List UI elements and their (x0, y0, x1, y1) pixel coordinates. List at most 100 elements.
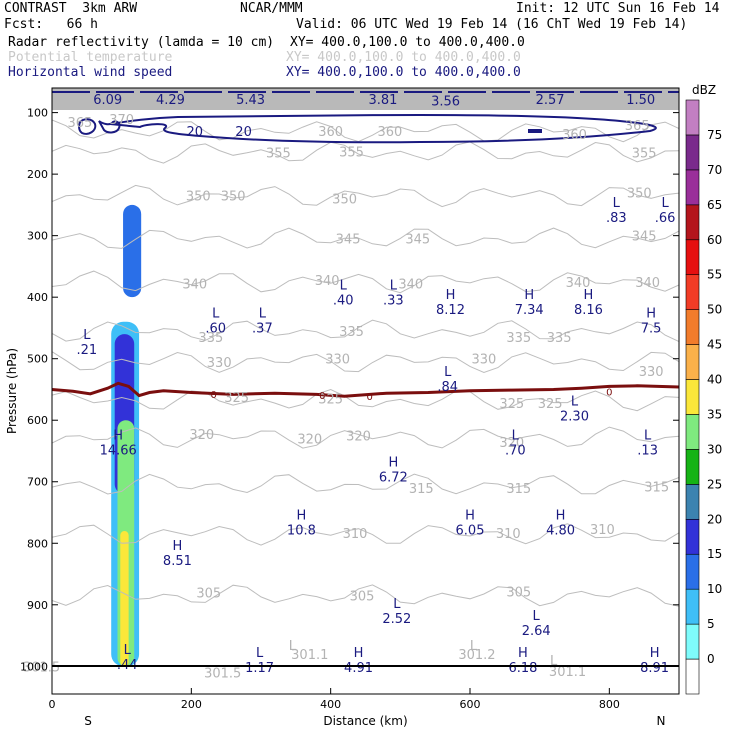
x-tick-label: 400 (320, 698, 341, 711)
colorbar-swatch (685, 518, 700, 555)
theta-label: 310 (496, 527, 521, 542)
y-tick-label: 400 (27, 291, 48, 304)
wind-contours (52, 88, 679, 144)
freezing-level-label: 0 (319, 391, 325, 402)
theta-contour-350 (52, 184, 679, 208)
wind-extremum-value: .84 (437, 380, 458, 395)
wind-extremum-value: 10.8 (287, 523, 316, 538)
init-time: Init: 12 UTC Sun 16 Feb 14 (516, 1, 720, 16)
colorbar-swatch (685, 379, 700, 415)
wind-extremum-value: 7.5 (641, 322, 662, 337)
y-axis-label: Pressure (hPa) (5, 348, 19, 434)
theta-label: 350 (186, 190, 211, 205)
theta-label: 350 (627, 187, 652, 202)
wind-extremum-value: .83 (606, 211, 627, 226)
colorbar-swatch (685, 449, 700, 485)
colorbar-label: 25 (707, 477, 722, 491)
theta-label: 305 (506, 585, 531, 600)
theta-label: 301.1 (291, 648, 328, 663)
theta-label: 335 (198, 331, 223, 346)
wind-extremum-value: .70 (505, 443, 526, 458)
wind-extremum-type: L (124, 643, 132, 658)
colorbar-label: 30 (707, 442, 722, 456)
wind-extremum-value: 8.91 (640, 661, 669, 676)
freezing-level-line (51, 381, 680, 398)
colorbar-label: 40 (707, 373, 722, 387)
y-tick-label: 100 (27, 107, 48, 120)
colorbar-swatch (685, 344, 700, 380)
colorbar-swatch (685, 588, 700, 625)
wind-extremum-type: H (173, 539, 183, 554)
theta-label: 335 (506, 331, 531, 346)
theta-label: 320 (189, 428, 214, 443)
colorbar-label: 75 (707, 128, 722, 142)
colorbar-swatch (685, 414, 700, 450)
colorbar-label: 5 (707, 617, 715, 631)
theta-contour-335 (52, 319, 679, 342)
upper-level-theta-band (52, 88, 679, 110)
theta-label: 355 (632, 147, 657, 162)
wind-extremum-value: 6.72 (379, 470, 408, 485)
wind-extremum-type: L (340, 278, 348, 293)
theta-label: 310 (590, 523, 615, 538)
x-tick-label: 600 (460, 698, 481, 711)
theta-label: 315 (506, 482, 531, 497)
colorbar-swatch (685, 239, 700, 276)
y-tick-label: 300 (27, 230, 48, 243)
theta-label: 350 (332, 193, 357, 208)
colorbar-unit: dBZ (692, 83, 716, 97)
wind-extremum-value: .13 (637, 443, 658, 458)
x-tick-label: 800 (599, 698, 620, 711)
x-end-label-right: N (657, 714, 666, 728)
wind-extremum-type: H (446, 288, 456, 303)
colorbar-swatch (685, 658, 700, 695)
colorbar-label: 0 (707, 652, 715, 666)
theta-label: 345 (336, 233, 361, 248)
wind-extremum-value: 8.51 (163, 554, 192, 569)
wind-extremum-value: .21 (76, 343, 97, 358)
theta-label: 360 (318, 125, 343, 140)
wind-extremum-value: 8.12 (436, 303, 465, 318)
colorbar-label: 20 (707, 512, 722, 526)
field-wind-xy: XY= 400.0,100.0 to 400.0,400.0 (286, 65, 521, 80)
theta-label: 320 (297, 433, 322, 448)
theta-label: 340 (398, 278, 423, 293)
wind-extremum-value: .40 (333, 293, 354, 308)
wind-extremum-value: 4.80 (546, 523, 575, 538)
theta-label: 320 (346, 430, 371, 445)
wind-extremum-value: 2.52 (382, 612, 411, 627)
wind-max-label: 5.43 (236, 93, 265, 108)
plot-labels: 370 365 360 360 360 365 355 355 355 350 350 350 350 3… (23, 93, 675, 681)
theta-label: 340 (635, 276, 660, 291)
colorbar-swatch (685, 204, 700, 241)
theta-label: 325 (318, 393, 343, 408)
theta-label: 340 (182, 278, 207, 293)
colorbar-swatch (685, 553, 700, 590)
wind-extremum-type: H (465, 508, 475, 523)
wind-max-label: 6.09 (93, 93, 122, 108)
theta-label: 330 (472, 353, 497, 368)
wind-extremum-type: L (83, 328, 91, 343)
wind-extremum-value: 2.30 (560, 410, 589, 425)
theta-label: 325 (538, 397, 563, 412)
theta-label: 355 (339, 145, 364, 160)
wind-20-contour-west (78, 118, 121, 135)
theta-label: 315 (409, 482, 434, 497)
colorbar-label: 55 (707, 268, 722, 282)
colorbar-label: 10 (707, 582, 722, 596)
colorbar-label: 15 (707, 547, 722, 561)
theta-label: 335 (339, 325, 364, 340)
theta-label: 355 (266, 147, 291, 162)
y-tick-label: 800 (27, 537, 48, 550)
colorbar-label: 45 (707, 338, 722, 352)
y-tick-label: 1000 (20, 660, 48, 673)
wind-extremum-type: H (354, 646, 364, 661)
valid-time: Valid: 06 UTC Wed 19 Feb 14 (16 ChT Wed … (296, 17, 688, 32)
theta-label: 345 (632, 230, 657, 245)
x-end-label-left: S (84, 714, 92, 728)
theta-label: 330 (207, 356, 232, 371)
wind-extremum-type: H (524, 288, 534, 303)
theta-contour-315 (52, 473, 679, 495)
wind-extremum-type: H (556, 508, 566, 523)
freezing-level-label: 0 (366, 392, 372, 403)
